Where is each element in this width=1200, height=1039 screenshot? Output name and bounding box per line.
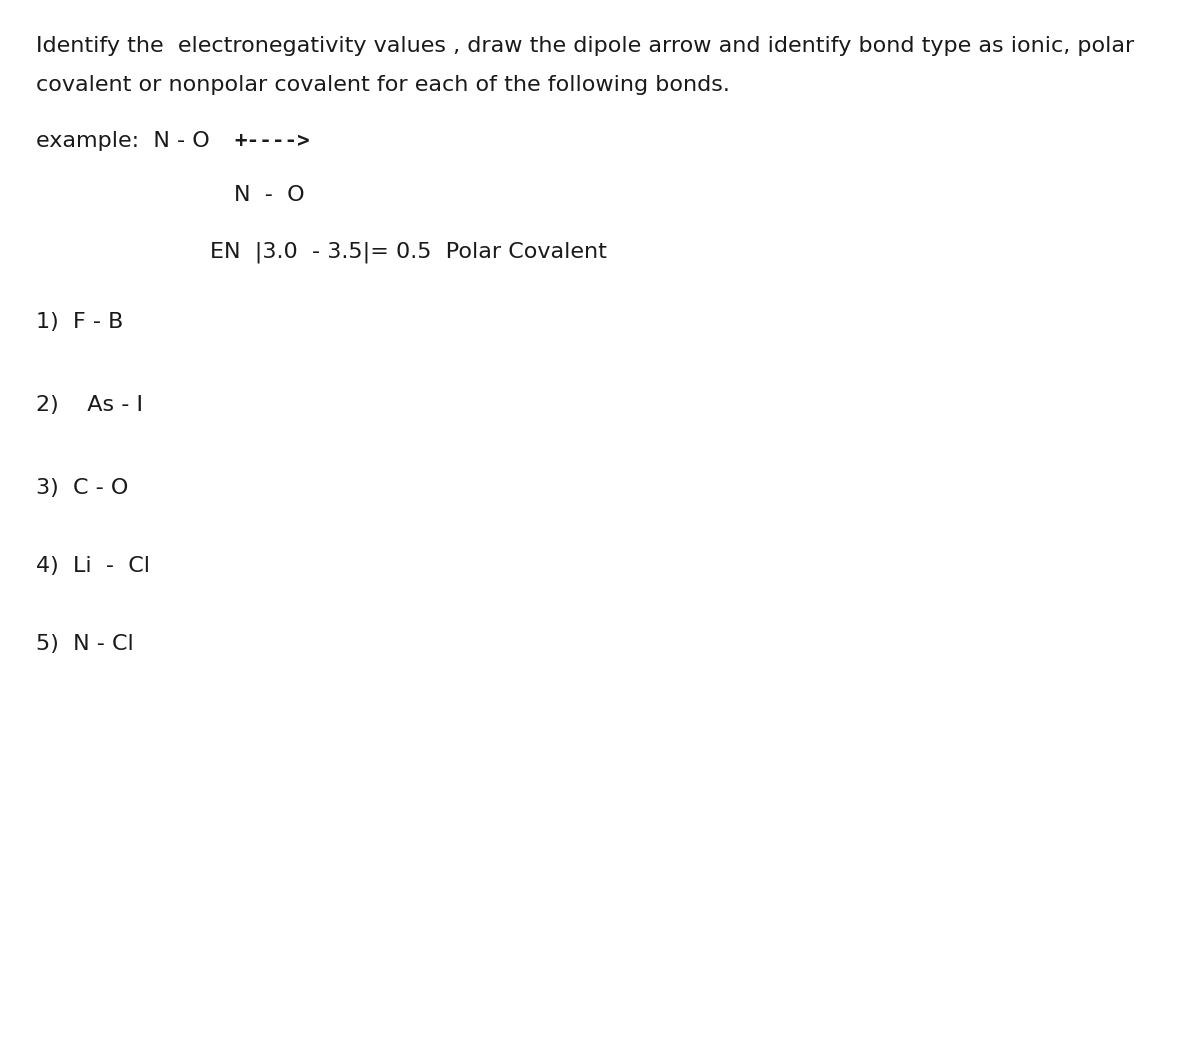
Text: example:  N - O: example: N - O xyxy=(36,131,210,151)
Text: 4)  Li  -  Cl: 4) Li - Cl xyxy=(36,556,150,576)
Text: N  -  O: N - O xyxy=(234,185,305,205)
Text: 2)    As - I: 2) As - I xyxy=(36,395,143,415)
Text: +---->: +----> xyxy=(234,131,310,151)
Text: 5)  N - Cl: 5) N - Cl xyxy=(36,634,133,654)
Text: 3)  C - O: 3) C - O xyxy=(36,478,128,498)
Text: Identify the  electronegativity values , draw the dipole arrow and identify bond: Identify the electronegativity values , … xyxy=(36,36,1134,56)
Text: 1)  F - B: 1) F - B xyxy=(36,312,124,331)
Text: covalent or nonpolar covalent for each of the following bonds.: covalent or nonpolar covalent for each o… xyxy=(36,75,730,95)
Text: EN  |3.0  - 3.5|= 0.5  Polar Covalent: EN |3.0 - 3.5|= 0.5 Polar Covalent xyxy=(210,241,607,263)
